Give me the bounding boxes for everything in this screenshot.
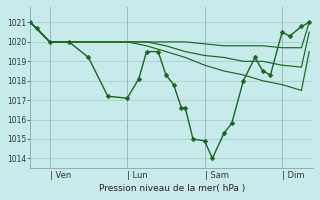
X-axis label: Pression niveau de la mer( hPa ): Pression niveau de la mer( hPa ) <box>99 184 245 193</box>
